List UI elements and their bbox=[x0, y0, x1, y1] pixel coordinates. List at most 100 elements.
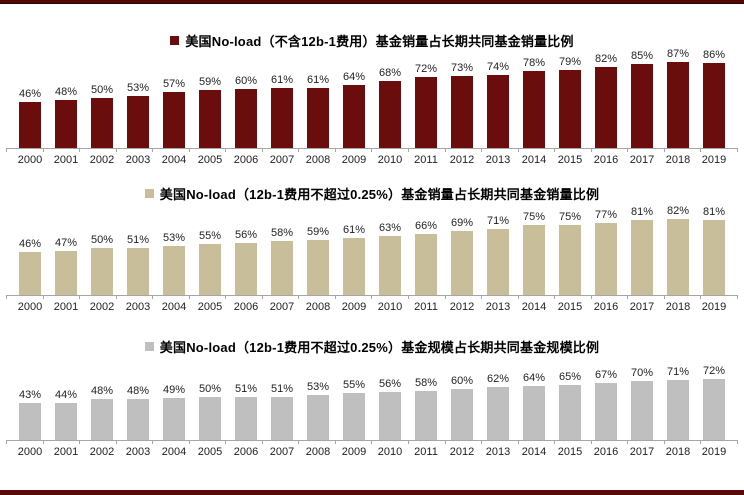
axis-tick bbox=[590, 441, 628, 444]
x-tick-label: 2008 bbox=[305, 446, 331, 458]
bar bbox=[199, 244, 221, 295]
axis-tick bbox=[261, 149, 299, 152]
bar bbox=[631, 64, 653, 148]
bar-column: 51% bbox=[120, 202, 156, 295]
x-tick-label: 2000 bbox=[17, 154, 43, 166]
bar-column: 74% bbox=[480, 49, 516, 148]
axis-tick bbox=[408, 441, 445, 444]
bar bbox=[55, 100, 77, 148]
x-tick-label: 2012 bbox=[449, 301, 475, 313]
x-tick-label: 2011 bbox=[414, 154, 438, 166]
x-tick-label: 2007 bbox=[269, 154, 295, 166]
bar bbox=[667, 219, 689, 295]
axis-tick bbox=[188, 149, 226, 152]
bar-column: 59% bbox=[300, 202, 336, 295]
bar-value-label: 50% bbox=[198, 383, 222, 395]
axis-tick bbox=[554, 296, 591, 299]
bar bbox=[487, 75, 509, 148]
bar bbox=[523, 71, 545, 148]
bar-column: 51% bbox=[228, 355, 264, 440]
x-tick-label: 2000 bbox=[17, 446, 43, 458]
bar-column: 87% bbox=[660, 48, 696, 148]
axis-tick bbox=[627, 296, 664, 299]
x-tick-label: 2019 bbox=[701, 154, 727, 166]
bar-value-label: 61% bbox=[342, 224, 366, 236]
x-tick-label: 2011 bbox=[414, 446, 438, 458]
bar bbox=[379, 236, 401, 295]
x-tick-label: 2017 bbox=[629, 446, 655, 458]
bar-column: 64% bbox=[516, 355, 552, 440]
bar-value-label: 81% bbox=[630, 206, 654, 218]
bar-value-label: 81% bbox=[702, 206, 726, 218]
x-axis bbox=[6, 148, 738, 153]
bar bbox=[19, 403, 41, 440]
axis-tick bbox=[663, 296, 701, 299]
bar-value-label: 85% bbox=[630, 50, 654, 62]
bar-column: 70% bbox=[624, 355, 660, 440]
bar-column: 58% bbox=[264, 202, 300, 295]
x-tick-label: 2009 bbox=[341, 154, 367, 166]
bar-column: 71% bbox=[660, 355, 696, 440]
x-tick-label: 2014 bbox=[521, 446, 547, 458]
bar-chart-3: 美国No-load（12b-1费用不超过0.25%）基金规模占长期共同基金规模比… bbox=[0, 337, 744, 459]
axis-tick bbox=[115, 296, 153, 299]
x-axis-labels: 2000 2001 2002 2003 2004 2005 2006 2007 2008 2009… bbox=[12, 301, 732, 314]
bar bbox=[487, 229, 509, 295]
bar-column: 77% bbox=[588, 202, 624, 295]
bottom-rule bbox=[0, 490, 744, 495]
x-tick-label: 2013 bbox=[485, 301, 511, 313]
axis-tick bbox=[663, 441, 701, 444]
bar-chart-2: 美国No-load（12b-1费用不超过0.25%）基金销量占长期共同基金销量比… bbox=[0, 184, 744, 314]
axis-tick bbox=[79, 149, 116, 152]
bar-column: 53% bbox=[120, 49, 156, 148]
bar bbox=[307, 395, 329, 440]
bar bbox=[703, 63, 725, 148]
bar-column: 48% bbox=[120, 355, 156, 440]
bar-column: 44% bbox=[48, 355, 84, 440]
axis-tick bbox=[627, 149, 664, 152]
x-tick-label: 2013 bbox=[485, 446, 511, 458]
bar-value-label: 48% bbox=[54, 86, 78, 98]
bar-value-label: 51% bbox=[126, 234, 150, 246]
axis-tick bbox=[115, 441, 153, 444]
axis-tick bbox=[298, 149, 335, 152]
bar-column: 82% bbox=[588, 49, 624, 148]
bar-column: 67% bbox=[588, 355, 624, 440]
axis-tick bbox=[298, 296, 335, 299]
bar-column: 50% bbox=[84, 49, 120, 148]
top-rule bbox=[0, 0, 744, 4]
bar bbox=[199, 90, 221, 148]
bar bbox=[559, 70, 581, 148]
bar bbox=[271, 88, 293, 148]
bar bbox=[451, 231, 473, 295]
bar-value-label: 71% bbox=[486, 215, 510, 227]
axis-tick bbox=[700, 441, 738, 444]
x-tick-label: 2004 bbox=[161, 446, 187, 458]
x-tick-label: 2005 bbox=[197, 301, 223, 313]
bar bbox=[667, 62, 689, 148]
x-tick-label: 2012 bbox=[449, 446, 475, 458]
x-tick-label: 2010 bbox=[377, 154, 403, 166]
bar bbox=[595, 67, 617, 148]
x-axis-labels: 2000 2001 2002 2003 2004 2005 2006 2007 2008 2009… bbox=[12, 154, 732, 167]
bar-value-label: 57% bbox=[162, 78, 186, 90]
bar-value-label: 74% bbox=[486, 61, 510, 73]
chart-legend: 美国No-load（12b-1费用不超过0.25%）基金规模占长期共同基金规模比… bbox=[0, 337, 744, 355]
chart-legend: 美国No-load（12b-1费用不超过0.25%）基金销量占长期共同基金销量比… bbox=[0, 184, 744, 202]
x-tick-label: 2009 bbox=[341, 446, 367, 458]
bar-value-label: 66% bbox=[414, 220, 438, 232]
bar bbox=[235, 397, 257, 440]
bar-value-label: 55% bbox=[198, 230, 222, 242]
bar-value-label: 50% bbox=[90, 84, 114, 96]
axis-tick bbox=[152, 296, 189, 299]
axis-tick bbox=[115, 149, 153, 152]
bar-value-label: 79% bbox=[558, 56, 582, 68]
bar-column: 56% bbox=[372, 355, 408, 440]
bar-column: 61% bbox=[264, 49, 300, 148]
bar-value-label: 64% bbox=[342, 71, 366, 83]
x-tick-label: 2019 bbox=[701, 301, 727, 313]
x-tick-label: 2006 bbox=[233, 446, 259, 458]
bar-value-label: 56% bbox=[234, 229, 258, 241]
x-tick-label: 2018 bbox=[665, 301, 691, 313]
